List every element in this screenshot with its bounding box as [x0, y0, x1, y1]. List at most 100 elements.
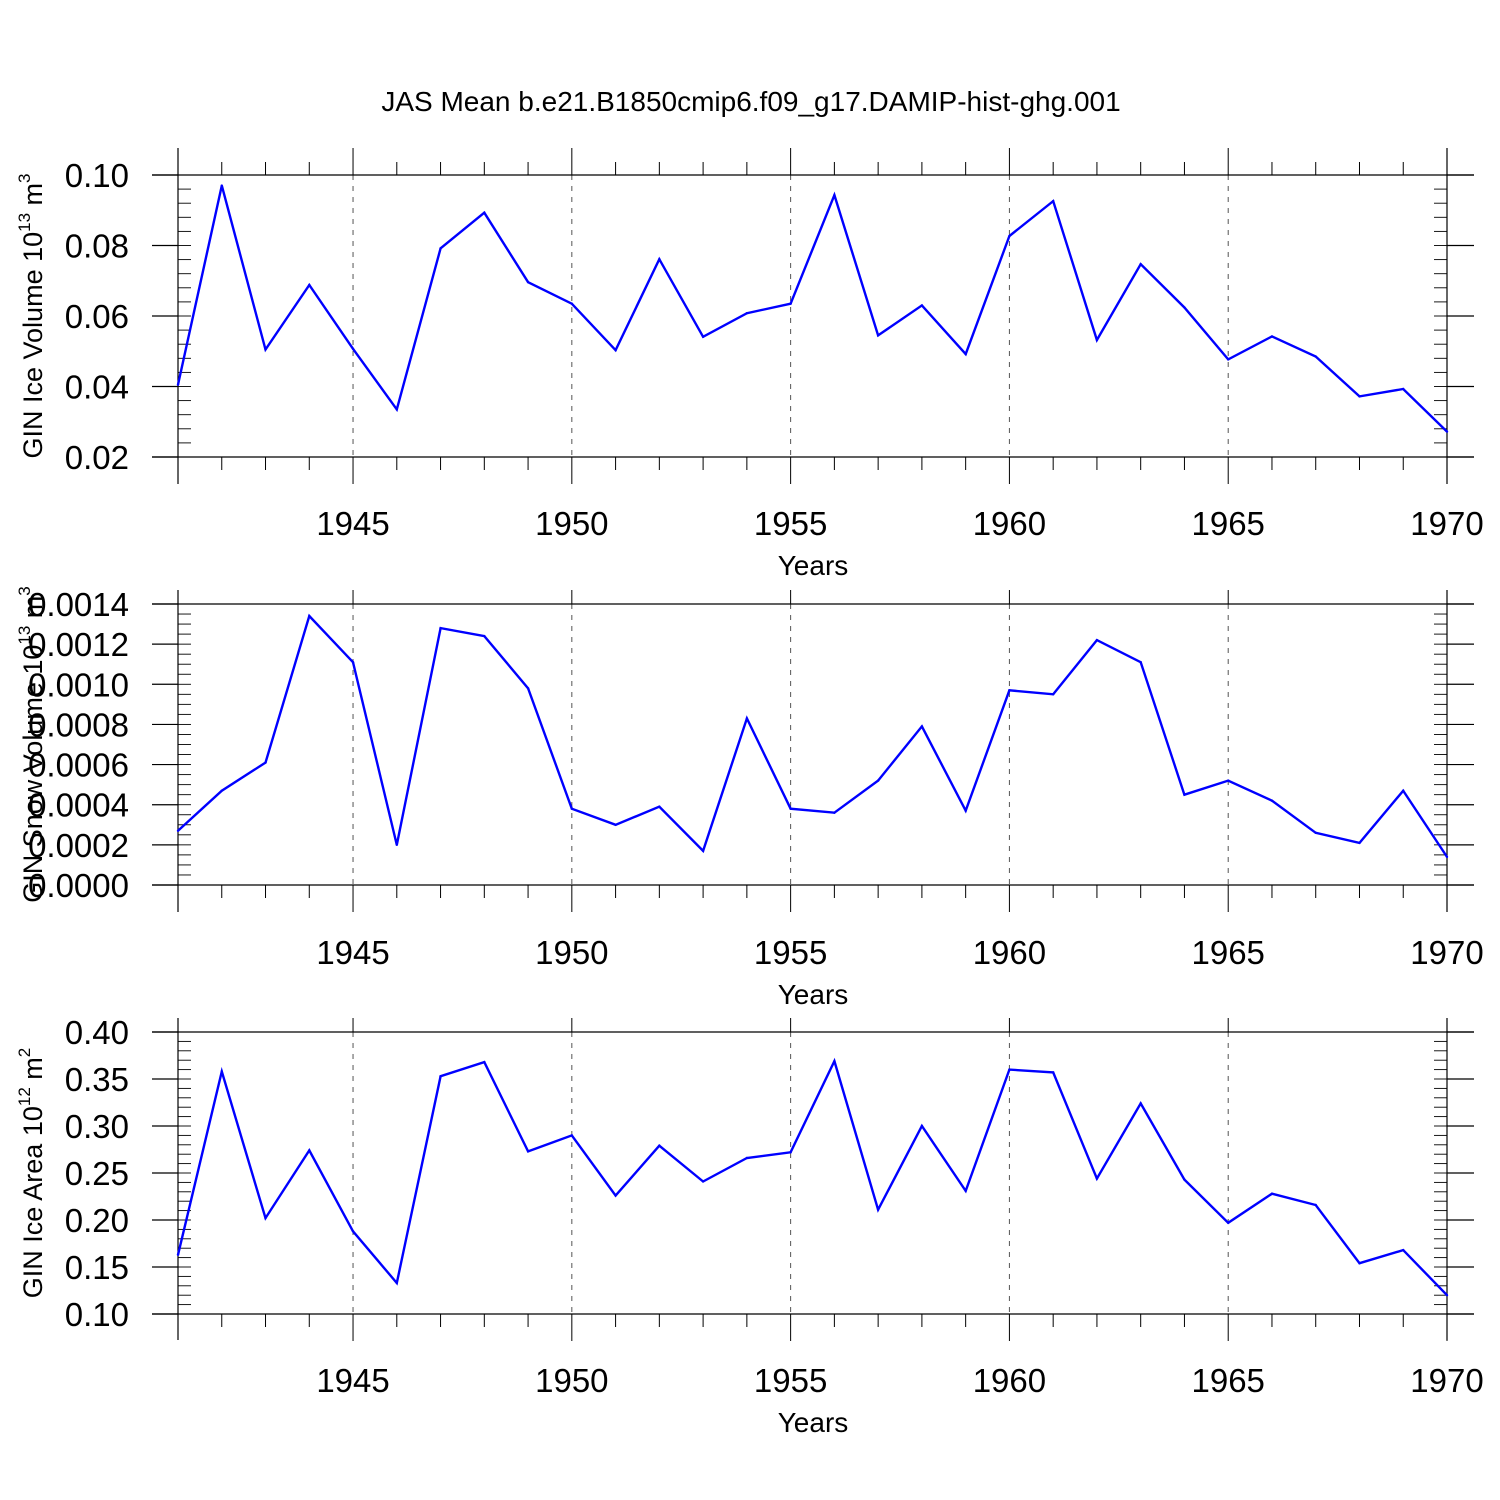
data-point — [1139, 262, 1142, 266]
y-tick-label: 0.06 — [65, 298, 129, 335]
data-point — [439, 247, 442, 250]
data-point — [483, 1060, 486, 1064]
x-tick-label: 1960 — [973, 1362, 1046, 1399]
data-point — [964, 352, 967, 356]
data-point — [1445, 430, 1449, 433]
series-line — [177, 613, 1449, 858]
data-point — [789, 302, 792, 305]
x-tick-label: 1955 — [754, 505, 827, 542]
data-point — [1183, 306, 1186, 309]
y-tick-label: 0.0012 — [28, 626, 129, 663]
data-point — [308, 283, 311, 287]
x-tick-label: 1955 — [754, 1362, 827, 1399]
data-point — [1095, 338, 1099, 342]
x-tick-label: 1945 — [316, 505, 389, 542]
y-tick-label: 0.30 — [65, 1108, 129, 1145]
y-tick-label: 0.0010 — [28, 666, 129, 703]
data-point — [176, 383, 180, 386]
data-point — [395, 843, 398, 847]
y-axis-label-part: m — [18, 1057, 48, 1087]
y-tick-label: 0.0014 — [28, 586, 129, 623]
data-point — [483, 211, 486, 214]
panels: 0.02 0.04 0.06 0.08 0.10 1945 1950 1955 1960 1965… — [15, 148, 1484, 1438]
data-point — [1227, 1221, 1230, 1225]
x-tick-label: 1945 — [316, 1362, 389, 1399]
y-tick-label: 0.0004 — [28, 787, 129, 824]
y-tick-label: 0.15 — [65, 1249, 129, 1286]
panel-1: 0.02 0.04 0.06 0.08 0.10 1945 1950 1955 1960 1965… — [15, 148, 1484, 581]
data-point — [745, 311, 749, 315]
data-point — [1314, 355, 1317, 358]
data-point — [176, 829, 180, 833]
data-point — [1358, 1262, 1361, 1265]
x-tick-label: 1950 — [535, 934, 608, 971]
y-axis-label-part: GIN Ice Volume 10 — [18, 232, 48, 459]
y-axis-label: GIN Ice Volume 1013 m3 — [15, 173, 48, 458]
data-point — [614, 1194, 617, 1197]
y-axis-label-part: GIN Snow Volume 10 — [18, 645, 48, 903]
data-point — [1095, 1177, 1099, 1180]
data-point — [439, 1074, 442, 1078]
data-point — [920, 725, 924, 728]
data-point — [1095, 638, 1099, 642]
data-point — [220, 789, 223, 792]
data-point — [395, 408, 398, 411]
data-point — [570, 1134, 574, 1137]
y-tick-label: 0.10 — [65, 1296, 129, 1333]
data-point — [614, 348, 617, 352]
data-point — [526, 687, 530, 690]
data-point — [570, 807, 574, 810]
data-point — [1227, 358, 1230, 361]
data-point — [395, 1281, 398, 1285]
x-tick-label: 1970 — [1410, 934, 1483, 971]
data-point — [439, 626, 442, 630]
x-tick-label: 1970 — [1410, 1362, 1483, 1399]
data-point — [833, 1059, 836, 1063]
data-point — [1227, 779, 1230, 782]
x-tick-label: 1960 — [973, 934, 1046, 971]
data-point — [308, 614, 311, 618]
data-point — [1445, 855, 1449, 859]
data-point — [351, 347, 355, 350]
figure-title: JAS Mean b.e21.B1850cmip6.f09_g17.DAMIP-… — [381, 86, 1120, 117]
y-tick-label: 0.08 — [65, 228, 129, 265]
x-axis-label: Years — [778, 979, 849, 1010]
y-tick-label: 0.35 — [65, 1061, 129, 1098]
y-axis-label-part: m — [18, 596, 48, 626]
data-point — [483, 634, 486, 638]
data-point — [833, 193, 836, 197]
data-point — [308, 1149, 311, 1152]
y-axis-label-superscript: 3 — [15, 586, 34, 595]
data-point — [1051, 199, 1055, 203]
y-axis-label-superscript: 13 — [15, 626, 34, 645]
y-tick-label: 0.10 — [65, 157, 129, 194]
x-tick-label: 1960 — [973, 505, 1046, 542]
y-axis-label-superscript: 13 — [15, 213, 34, 232]
data-point — [1008, 234, 1011, 238]
y-tick-label: 0.40 — [65, 1014, 129, 1051]
x-tick-label: 1950 — [535, 505, 608, 542]
data-point — [964, 1189, 967, 1193]
data-point — [745, 717, 749, 720]
data-point — [1139, 661, 1142, 664]
y-axis-label-superscript: 3 — [15, 173, 34, 182]
x-axis-label: Years — [778, 1407, 849, 1438]
data-point — [1139, 1102, 1142, 1105]
data-point — [1270, 1192, 1274, 1195]
data-point — [658, 258, 661, 261]
y-tick-label: 0.0002 — [28, 827, 129, 864]
y-axis-label: GIN Ice Area 1012 m2 — [15, 1048, 48, 1299]
panel-3: 0.10 0.15 0.20 0.25 0.30 0.35 0.40 1945 1950 1955… — [15, 1014, 1484, 1438]
series-line — [176, 1057, 1448, 1297]
data-point — [658, 1144, 661, 1147]
data-point — [1270, 335, 1274, 338]
y-tick-label: 0.0006 — [28, 747, 129, 784]
data-point — [570, 302, 574, 305]
x-tick-label: 1970 — [1410, 505, 1483, 542]
data-point — [1270, 799, 1274, 802]
data-point — [920, 304, 924, 307]
data-point — [264, 1216, 267, 1220]
y-axis-label: GIN Snow Volume 1013 m3 — [15, 586, 48, 903]
data-point — [1008, 689, 1011, 692]
